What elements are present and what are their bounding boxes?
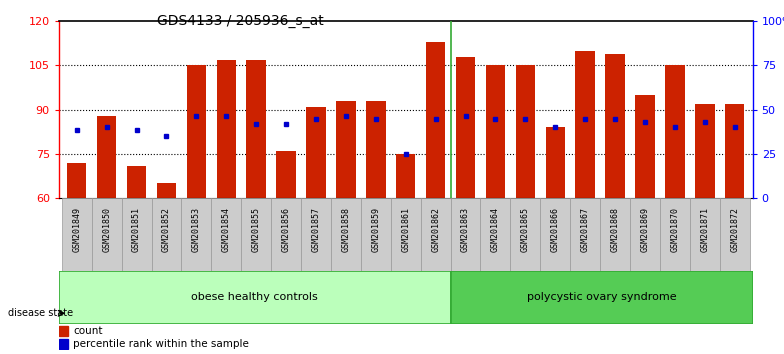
Text: GDS4133 / 205936_s_at: GDS4133 / 205936_s_at [157, 14, 324, 28]
Text: GSM201872: GSM201872 [730, 207, 739, 252]
Bar [605, 54, 625, 198]
Text: GSM201855: GSM201855 [252, 207, 261, 252]
Text: percentile rank within the sample: percentile rank within the sample [73, 339, 249, 349]
Bar [725, 104, 745, 198]
Bar [456, 57, 475, 198]
Text: GSM201869: GSM201869 [641, 207, 649, 252]
Bar [216, 59, 236, 198]
Bar [481, 198, 510, 271]
Text: GSM201859: GSM201859 [372, 207, 380, 252]
Bar [67, 163, 86, 198]
Bar [600, 198, 630, 271]
Text: count: count [73, 326, 103, 336]
Bar [59, 339, 68, 349]
Bar [331, 198, 361, 271]
Bar [62, 198, 92, 271]
Text: GSM201851: GSM201851 [132, 207, 141, 252]
Text: GSM201865: GSM201865 [521, 207, 530, 252]
Text: GSM201862: GSM201862 [431, 207, 440, 252]
Bar [277, 151, 296, 198]
Bar [157, 183, 176, 198]
Bar [635, 95, 655, 198]
Bar [510, 198, 540, 271]
Bar [181, 198, 212, 271]
Text: GSM201856: GSM201856 [281, 207, 291, 252]
Bar [630, 198, 660, 271]
Bar [665, 65, 684, 198]
Bar [122, 198, 151, 271]
Bar [396, 154, 416, 198]
FancyBboxPatch shape [451, 271, 753, 324]
Text: GSM201866: GSM201866 [550, 207, 560, 252]
Bar [59, 326, 68, 336]
Bar [92, 198, 122, 271]
Text: GSM201867: GSM201867 [581, 207, 590, 252]
Bar [540, 198, 570, 271]
Bar [366, 101, 386, 198]
Bar [271, 198, 301, 271]
Text: GSM201854: GSM201854 [222, 207, 230, 252]
Bar [720, 198, 750, 271]
Text: GSM201850: GSM201850 [102, 207, 111, 252]
Bar [151, 198, 181, 271]
Text: obese healthy controls: obese healthy controls [191, 292, 318, 302]
Bar [486, 65, 505, 198]
Text: GSM201852: GSM201852 [162, 207, 171, 252]
Text: GSM201863: GSM201863 [461, 207, 470, 252]
Bar [660, 198, 690, 271]
Text: GSM201868: GSM201868 [611, 207, 619, 252]
Bar [546, 127, 565, 198]
Text: GSM201849: GSM201849 [72, 207, 82, 252]
Text: GSM201870: GSM201870 [670, 207, 680, 252]
Bar [516, 65, 535, 198]
Bar [301, 198, 331, 271]
Text: GSM201861: GSM201861 [401, 207, 410, 252]
Bar [246, 59, 266, 198]
Bar [241, 198, 271, 271]
Text: GSM201871: GSM201871 [700, 207, 710, 252]
Bar [307, 107, 325, 198]
Bar [426, 42, 445, 198]
Bar [127, 166, 147, 198]
Bar [695, 104, 714, 198]
Text: polycystic ovary syndrome: polycystic ovary syndrome [527, 292, 677, 302]
Text: GSM201857: GSM201857 [311, 207, 321, 252]
Text: GSM201858: GSM201858 [341, 207, 350, 252]
Bar [575, 51, 595, 198]
Bar [421, 198, 451, 271]
Bar [570, 198, 600, 271]
Bar [97, 116, 116, 198]
Bar [336, 101, 356, 198]
Bar [187, 65, 206, 198]
Text: disease state: disease state [8, 308, 73, 318]
Bar [690, 198, 720, 271]
Bar [451, 198, 481, 271]
Text: GSM201853: GSM201853 [192, 207, 201, 252]
Text: GSM201864: GSM201864 [491, 207, 500, 252]
Bar [212, 198, 241, 271]
Bar [361, 198, 390, 271]
FancyBboxPatch shape [59, 271, 451, 324]
Bar [390, 198, 421, 271]
